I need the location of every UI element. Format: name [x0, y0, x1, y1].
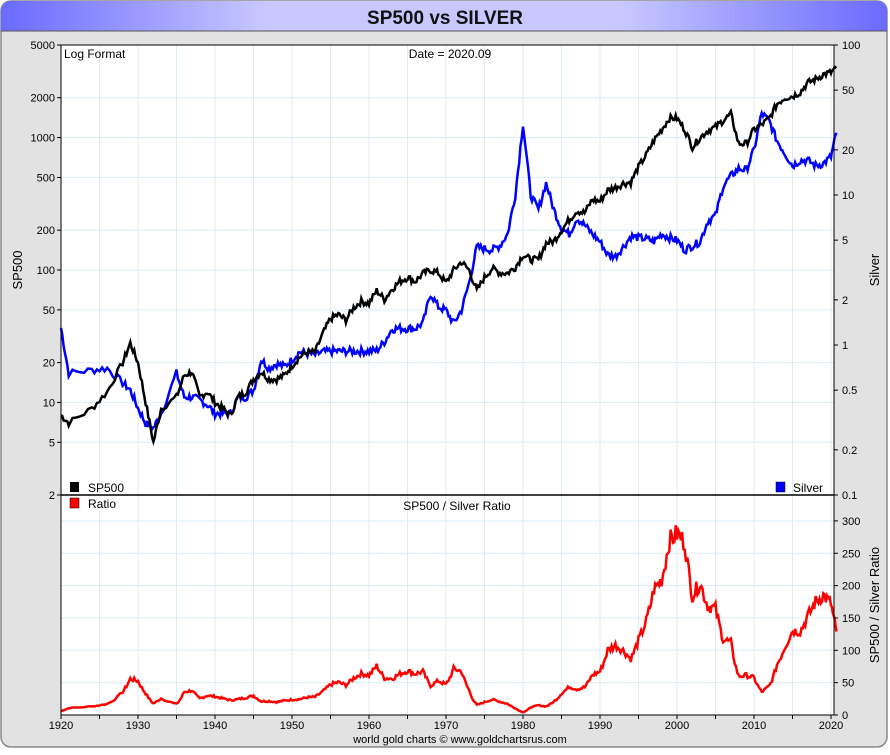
y-tick-label: 20 — [43, 358, 55, 370]
ratio-tick-label: 250 — [842, 548, 860, 560]
y-tick-label: 5 — [49, 437, 55, 449]
x-tick-label: 1960 — [357, 720, 381, 732]
y-tick-label: 1000 — [31, 133, 55, 145]
legend-ratio-swatch — [69, 497, 80, 509]
y-tick-label: 5000 — [31, 40, 55, 52]
y-axis-label-sp500: SP500 — [10, 250, 25, 289]
y2-tick-label: 20 — [842, 145, 854, 157]
ratio-tick-label: 0 — [842, 710, 848, 722]
y-tick-label: 2000 — [31, 93, 55, 105]
y-tick-label: 500 — [37, 172, 55, 184]
x-tick-label: 2000 — [665, 720, 689, 732]
title-bar — [1, 1, 887, 31]
x-tick-label: 1980 — [511, 720, 535, 732]
sp500-line — [60, 65, 838, 446]
series-layer — [59, 65, 838, 714]
y2-tick-label: 0.2 — [842, 445, 857, 457]
ratio-tick-label: 300 — [842, 516, 860, 528]
x-tick-label: 1990 — [588, 720, 612, 732]
y2-tick-label: 2 — [842, 295, 848, 307]
axes: 5000200010005002001005020105210050201052… — [31, 40, 861, 732]
x-tick-label: 2020 — [819, 720, 843, 732]
silver-line — [59, 109, 838, 432]
y2-tick-label: 10 — [842, 190, 854, 202]
y-tick-label: 100 — [37, 265, 55, 277]
y2-tick-label: 1 — [842, 340, 848, 352]
ratio-line — [60, 525, 838, 714]
y2-tick-label: 50 — [842, 85, 854, 97]
plot-border — [60, 44, 835, 716]
ratio-panel-title: SP500 / Silver Ratio — [403, 499, 511, 513]
legend-silver-label: Silver — [793, 481, 823, 495]
y-tick-label: 10 — [43, 397, 55, 409]
log-format-label: Log Format — [64, 47, 126, 61]
x-tick-label: 2010 — [742, 720, 766, 732]
y2-tick-label: 0.5 — [842, 385, 857, 397]
legend-sp500-label: SP500 — [88, 481, 124, 495]
legend-ratio-label: Ratio — [88, 497, 116, 511]
x-tick-label: 1950 — [280, 720, 304, 732]
y-axis-label-ratio: SP500 / Silver Ratio — [867, 547, 882, 663]
ratio-tick-label: 150 — [842, 613, 860, 625]
legend-silver-swatch — [775, 481, 786, 493]
y-axis-label-silver: Silver — [867, 253, 882, 286]
legend-sp500-swatch — [70, 482, 79, 492]
ratio-tick-label: 50 — [842, 678, 854, 690]
date-label: Date = 2020.09 — [409, 47, 492, 61]
y2-tick-label: 100 — [842, 40, 860, 52]
ratio-tick-label: 100 — [842, 645, 860, 657]
y-tick-label: 200 — [37, 225, 55, 237]
y-tick-label: 50 — [43, 305, 55, 317]
y2-tick-label: 5 — [842, 235, 848, 247]
x-tick-label: 1930 — [126, 720, 150, 732]
y2-tick-label: 0.1 — [842, 490, 857, 502]
ratio-tick-label: 200 — [842, 581, 860, 593]
chart-title: SP500 vs SILVER — [367, 8, 523, 29]
x-tick-label: 1940 — [203, 720, 227, 732]
x-tick-label: 1920 — [49, 720, 73, 732]
y-tick-label: 2 — [49, 490, 55, 502]
x-tick-label: 1970 — [434, 720, 458, 732]
footer-credit: world gold charts © www.goldchartsrus.co… — [352, 734, 567, 746]
